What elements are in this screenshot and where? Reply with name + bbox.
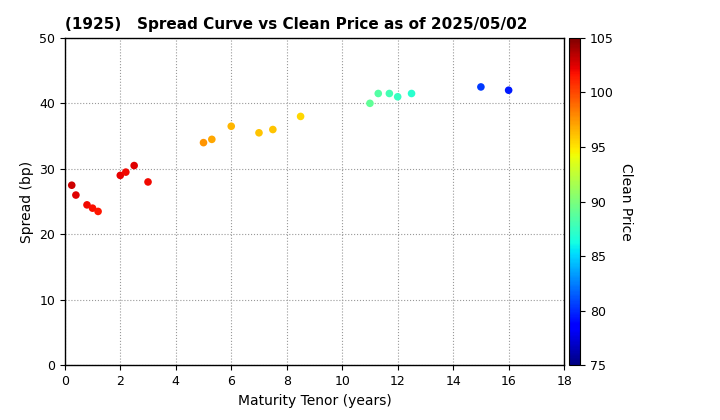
Point [253,129,265,136]
Point [128,162,140,169]
Point [81,202,93,208]
Point [143,178,154,185]
Point [92,208,104,215]
Point [198,139,210,146]
Point [364,100,376,107]
Y-axis label: Clean Price: Clean Price [619,163,634,241]
Point [503,87,514,94]
X-axis label: Maturity Tenor (years): Maturity Tenor (years) [238,394,392,408]
Text: (1925)   Spread Curve vs Clean Price as of 2025/05/02: (1925) Spread Curve vs Clean Price as of… [65,18,527,32]
Point [294,113,306,120]
Point [267,126,279,133]
Point [66,182,78,189]
Point [225,123,237,130]
Point [384,90,395,97]
Point [406,90,418,97]
Point [475,84,487,90]
Point [114,172,126,179]
Point [70,192,81,198]
Point [372,90,384,97]
Point [120,169,132,176]
Point [206,136,217,143]
Point [87,205,99,212]
Y-axis label: Spread (bp): Spread (bp) [19,160,34,243]
Point [392,93,403,100]
